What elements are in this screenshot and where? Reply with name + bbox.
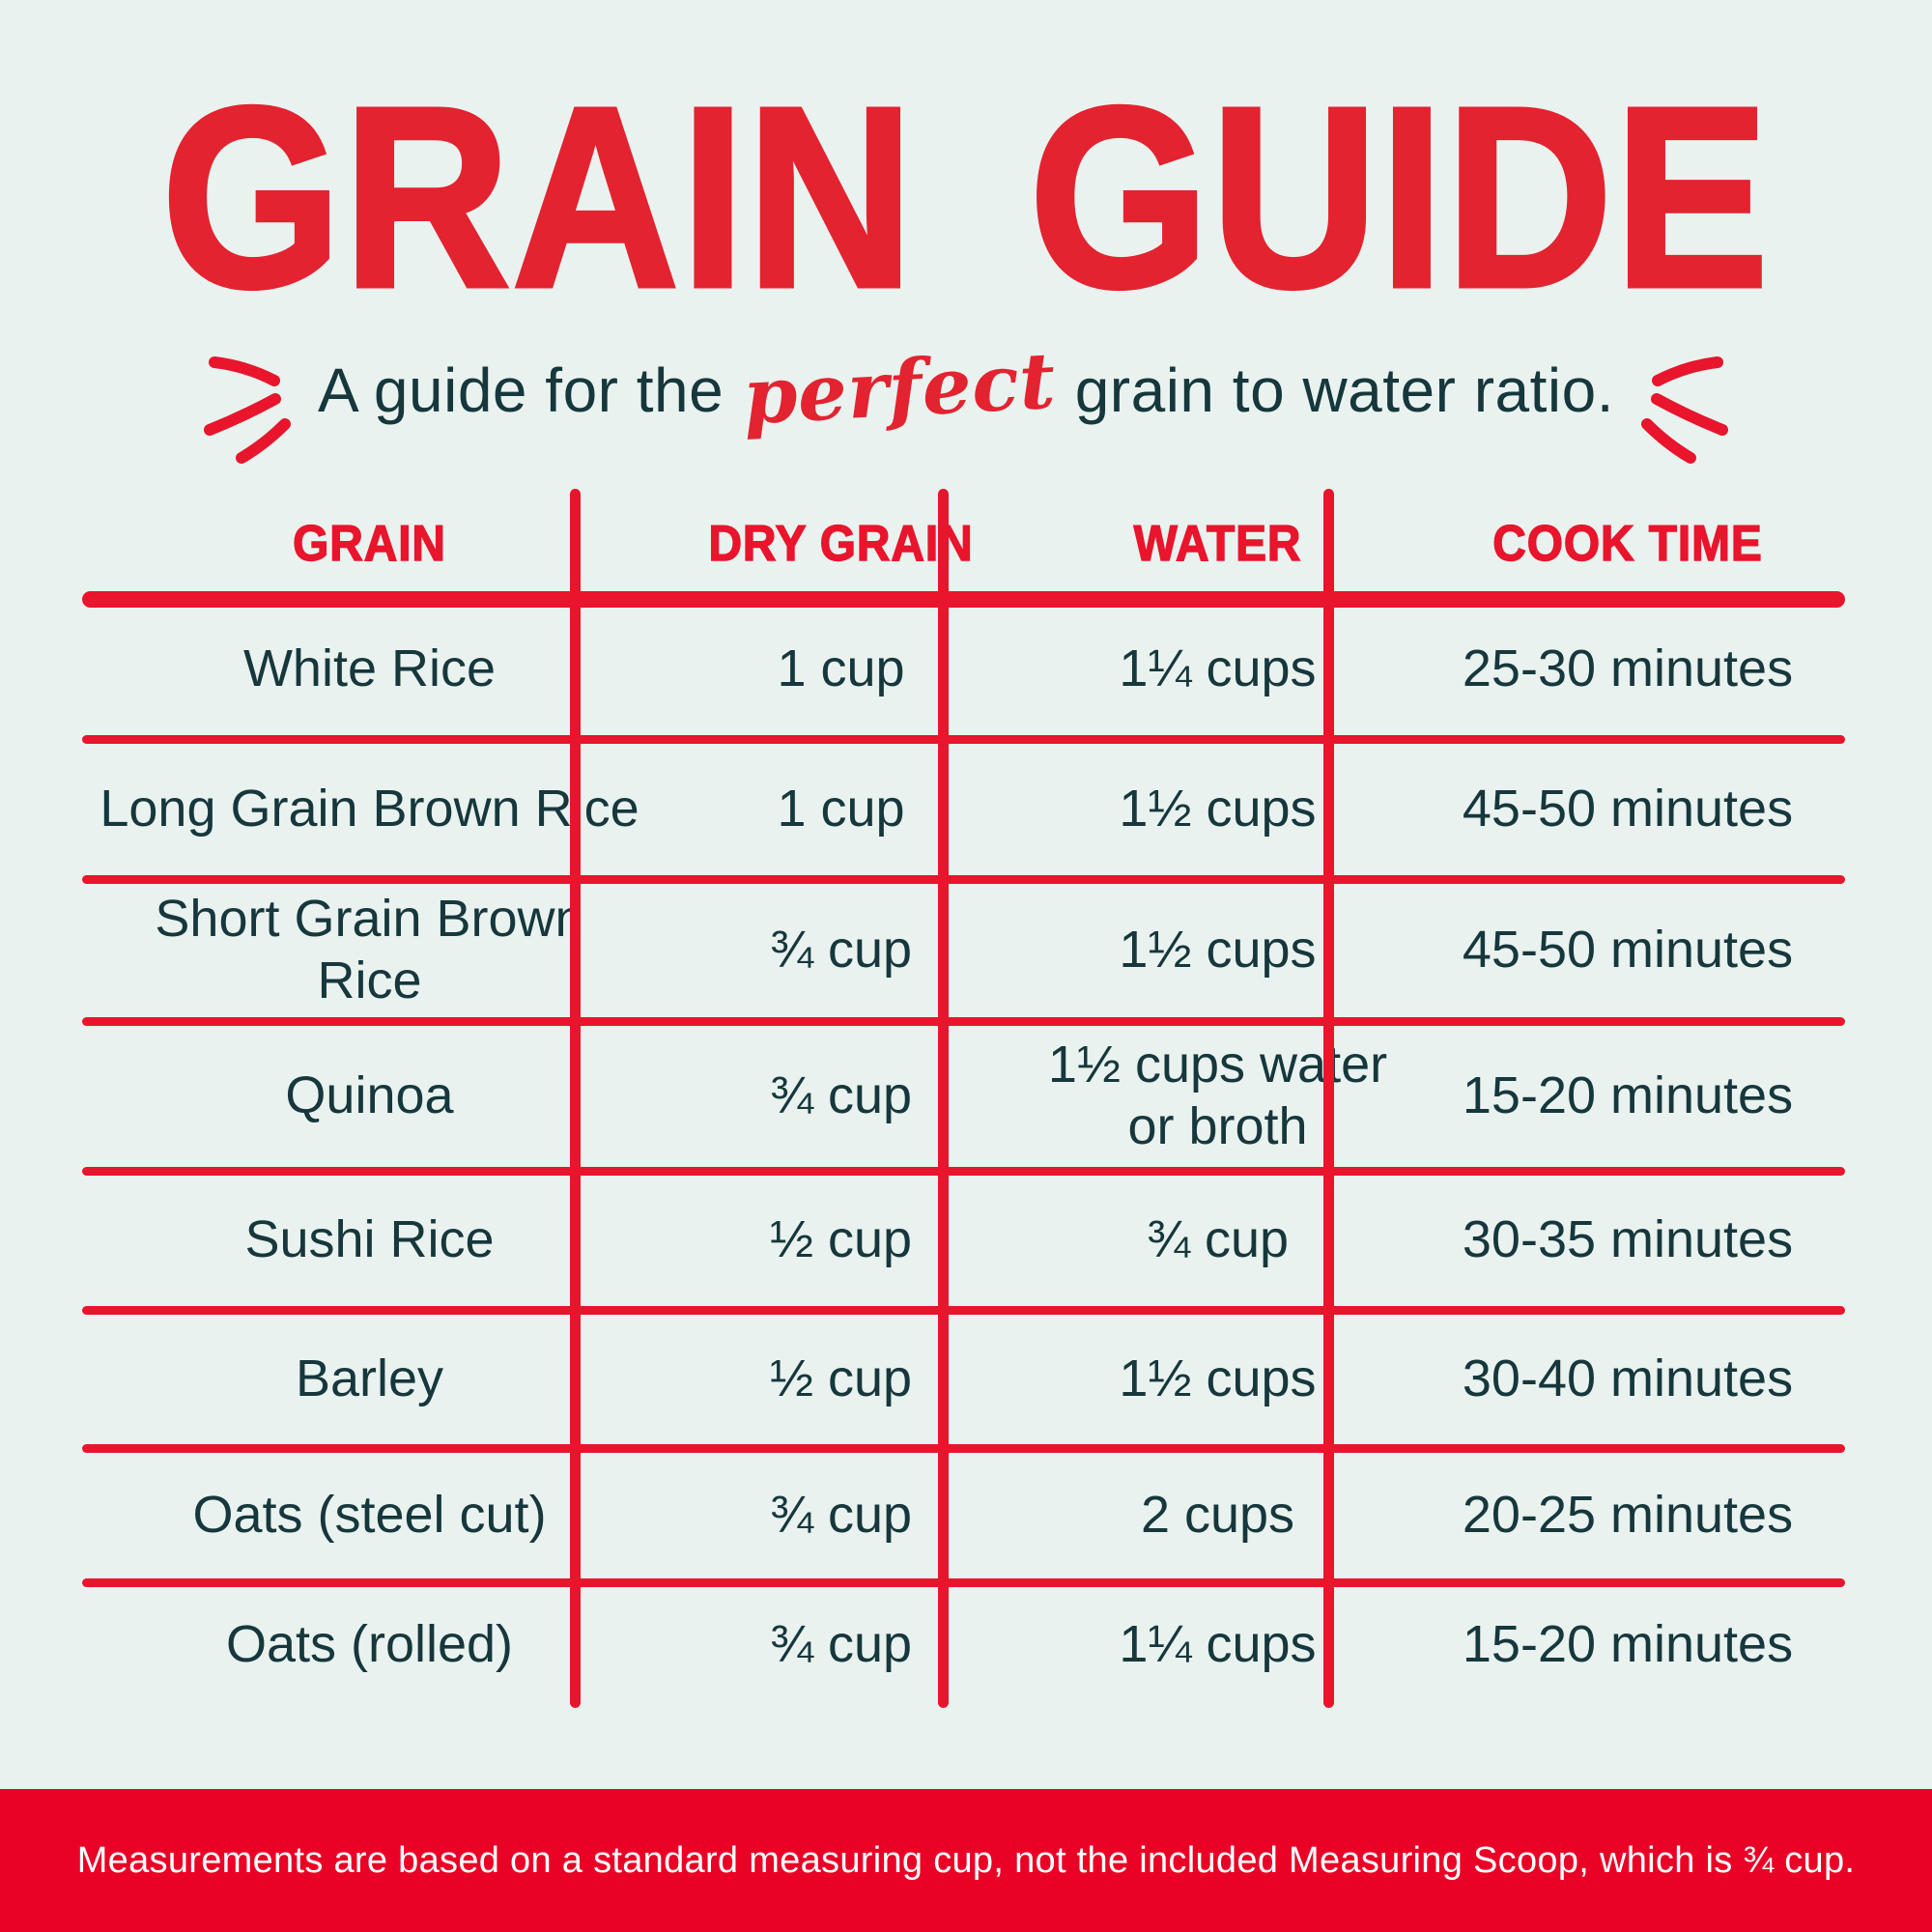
cell-water: 1¼ cups — [1119, 1615, 1317, 1674]
cell-cook-time: 20-25 minutes — [1462, 1485, 1794, 1544]
cell-dry-grain: 1 cup — [777, 639, 905, 697]
cell-dry-grain: ½ cup — [769, 1349, 913, 1407]
row-divider — [82, 1167, 1845, 1176]
subtitle: A guide for the perfect grain to water r… — [317, 335, 1615, 442]
cell-grain: Oats (steel cut) — [192, 1485, 547, 1544]
cell-water: 1½ cups — [1119, 779, 1317, 838]
cell-dry-grain: 1 cup — [777, 779, 905, 838]
cell-cook-time: 30-40 minutes — [1462, 1349, 1794, 1407]
column-divider — [1323, 489, 1334, 1708]
burst-rays-icon — [203, 356, 291, 464]
row-divider — [82, 875, 1845, 884]
header-grain: GRAIN — [292, 515, 446, 573]
cell-water: 1¼ cups — [1119, 639, 1317, 697]
cell-grain: Long Grain Brown Rice — [99, 779, 639, 838]
cell-grain: Barley — [295, 1349, 444, 1407]
header-rule — [82, 591, 1845, 608]
cell-cook-time: 15-20 minutes — [1462, 1065, 1794, 1124]
row-divider — [82, 1306, 1845, 1315]
burst-rays-icon — [1641, 356, 1729, 464]
subtitle-pre: A guide for the — [317, 355, 724, 425]
cell-water: 1½ cups water or broth — [1047, 1035, 1388, 1155]
cell-cook-time: 45-50 minutes — [1462, 779, 1794, 838]
header-dry-grain: DRY GRAIN — [708, 515, 974, 573]
column-divider — [570, 489, 581, 1708]
cell-grain: Quinoa — [285, 1065, 454, 1124]
subtitle-highlight: perfect — [741, 334, 1059, 442]
row-divider — [82, 1444, 1845, 1453]
cell-dry-grain: ¾ cup — [769, 920, 913, 979]
cell-dry-grain: ¾ cup — [769, 1615, 913, 1674]
cell-dry-grain: ¾ cup — [769, 1485, 913, 1544]
cell-dry-grain: ¾ cup — [769, 1065, 913, 1124]
cell-grain: Short Grain Brown Rice — [155, 889, 584, 1009]
cell-water: 2 cups — [1140, 1485, 1295, 1544]
cell-grain: White Rice — [242, 639, 497, 697]
footer-bar: Measurements are based on a standard mea… — [0, 1789, 1932, 1932]
cell-grain: Oats (rolled) — [225, 1615, 514, 1674]
cell-cook-time: 30-35 minutes — [1462, 1210, 1794, 1269]
cell-water: 1½ cups — [1119, 1349, 1317, 1407]
column-divider — [938, 489, 949, 1708]
footer-note: Measurements are based on a standard mea… — [76, 1839, 1856, 1881]
cell-grain: Sushi Rice — [244, 1210, 495, 1269]
cell-water: 1½ cups — [1119, 920, 1317, 979]
row-divider — [82, 1578, 1845, 1587]
header-cook-time: COOK TIME — [1492, 515, 1763, 573]
row-divider — [82, 1017, 1845, 1026]
cell-cook-time: 45-50 minutes — [1462, 920, 1794, 979]
subtitle-post: grain to water ratio. — [1074, 355, 1615, 425]
subtitle-row: A guide for the perfect grain to water r… — [0, 307, 1932, 464]
page-title: GRAIN GUIDE — [159, 54, 1771, 341]
cell-cook-time: 25-30 minutes — [1462, 639, 1794, 697]
grain-table: GRAIN DRY GRAIN WATER COOK TIME White Ri… — [82, 489, 1845, 1708]
row-divider — [82, 735, 1845, 744]
cell-dry-grain: ½ cup — [769, 1210, 913, 1269]
header-water: WATER — [1133, 515, 1302, 573]
cell-water: ¾ cup — [1146, 1210, 1290, 1269]
cell-cook-time: 15-20 minutes — [1462, 1615, 1794, 1674]
